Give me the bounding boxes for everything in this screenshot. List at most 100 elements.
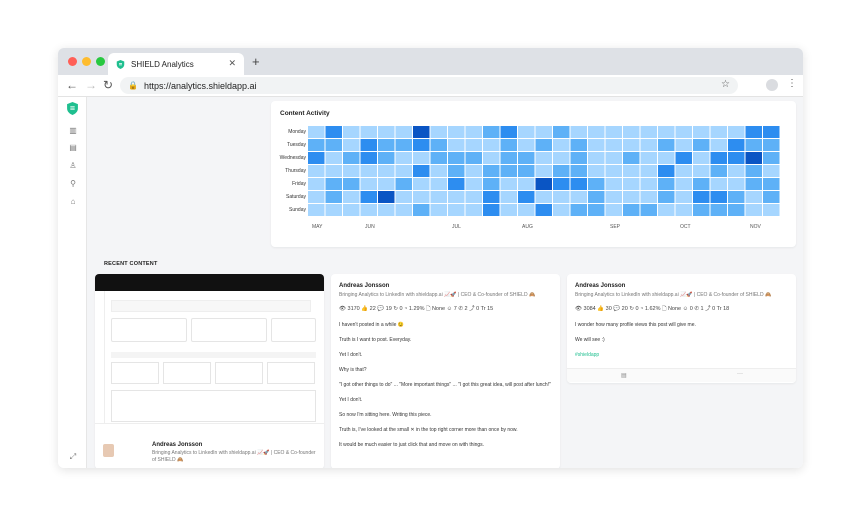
heatmap-cell [763, 178, 780, 191]
heatmap-cell [728, 165, 745, 178]
heatmap-cell [693, 152, 710, 165]
heatmap-cell [483, 191, 500, 204]
more-icon[interactable]: ··· [737, 371, 743, 377]
shield-logo-icon[interactable] [67, 102, 78, 115]
close-tab-icon[interactable]: ✕ [228, 58, 236, 68]
maximize-window-button[interactable] [96, 57, 105, 66]
heatmap-cell [465, 191, 483, 204]
post-card[interactable]: Andreas Jonsson Bringing Analytics to Li… [331, 274, 560, 468]
heatmap-cell [500, 204, 518, 217]
heatmap-cell [308, 126, 325, 139]
forward-icon[interactable]: → [85, 78, 97, 92]
heatmap-cell [430, 165, 448, 178]
heatmap-cell [500, 191, 518, 204]
heatmap-cell [325, 152, 343, 165]
heatmap-cell [728, 126, 745, 139]
post-headline: Bringing Analytics to LinkedIn with shie… [575, 292, 772, 298]
user-icon[interactable]: ♙ [69, 161, 77, 170]
post-line: It would be much easier to just click th… [339, 442, 485, 448]
heatmap-cell [570, 178, 588, 191]
shield-icon [116, 59, 125, 69]
expand-icon[interactable]: ⤢ [69, 452, 77, 461]
details-icon[interactable]: ▤ [621, 373, 627, 379]
heatmap-cell [675, 178, 693, 191]
heatmap-cell [570, 191, 588, 204]
heatmap-cell [343, 178, 360, 191]
user-search-icon[interactable]: ⚲ [70, 179, 76, 188]
heatmap-cell [570, 204, 588, 217]
profile-avatar[interactable] [766, 79, 778, 91]
heatmap-cell [623, 126, 640, 139]
post-stats: 👁 3170 👍 22 💬 19 ↻ 0 ◔ 1.29% 🗋 None ☺ 7 … [339, 306, 494, 312]
table-icon[interactable]: ▤ [69, 143, 77, 152]
day-label-saturday: Saturday [285, 194, 306, 200]
heatmap-cell [360, 139, 378, 152]
heatmap-cell [500, 152, 518, 165]
heatmap-cell [658, 139, 675, 152]
heatmap-cell [518, 165, 535, 178]
heatmap-cell [360, 204, 378, 217]
post-footer: ▤ ··· [567, 368, 796, 382]
minimize-window-button[interactable] [82, 57, 91, 66]
heatmap-cell [675, 165, 693, 178]
heatmap-cell [518, 191, 535, 204]
heatmap-cell [483, 178, 500, 191]
heatmap-cell [395, 191, 413, 204]
heatmap-cell [535, 178, 553, 191]
bank-icon[interactable]: ⌂ [70, 197, 76, 206]
bookmark-star-icon[interactable]: ☆ [721, 79, 730, 90]
back-icon[interactable]: ← [66, 78, 78, 92]
post-author: Andreas Jonsson [339, 283, 390, 289]
heatmap-cell [343, 204, 360, 217]
heatmap-cell [518, 178, 535, 191]
heatmap-cell [605, 191, 623, 204]
day-label-wednesday: Wednesday [279, 155, 306, 161]
address-bar[interactable]: 🔒 https://analytics.shieldapp.ai ☆ [120, 77, 738, 94]
heatmap-cell [483, 165, 500, 178]
heatmap-cell [535, 165, 553, 178]
heatmap-cell [465, 204, 483, 217]
heatmap-cell [745, 191, 763, 204]
heatmap-cell [465, 139, 483, 152]
heatmap-cell [413, 152, 430, 165]
day-label-thursday: Thursday [285, 168, 306, 174]
heatmap-cell [693, 178, 710, 191]
day-label-sunday: Sunday [289, 207, 306, 213]
heatmap-cell [588, 152, 605, 165]
month-label-jun: JUN [365, 224, 375, 230]
heatmap-cell [588, 126, 605, 139]
menu-kebab-icon[interactable]: ⋮ [787, 78, 797, 89]
tab-bar: SHIELD Analytics ✕ + [58, 48, 803, 75]
heatmap-cell [413, 139, 430, 152]
browser-tab[interactable]: SHIELD Analytics ✕ [108, 53, 244, 75]
heatmap-cell [605, 178, 623, 191]
heatmap-cell [640, 126, 658, 139]
heatmap-cell [675, 204, 693, 217]
heatmap-cell [325, 165, 343, 178]
heatmap-cell [535, 191, 553, 204]
post-author: Andreas Jonsson [152, 442, 203, 448]
heatmap-cell [413, 204, 430, 217]
heatmap-cell [553, 178, 570, 191]
post-hashtag[interactable]: #shieldapp [575, 352, 600, 358]
heatmap-cell [483, 139, 500, 152]
heatmap-cell [518, 139, 535, 152]
tab-title: SHIELD Analytics [131, 59, 194, 69]
browser-window: SHIELD Analytics ✕ + ← → ↻ 🔒 https://ana… [58, 48, 803, 468]
post-line: So now I'm sitting here. Writing this pi… [339, 412, 432, 418]
heatmap-cell [553, 191, 570, 204]
bar-chart-icon[interactable]: ▥ [69, 126, 77, 135]
close-window-button[interactable] [68, 57, 77, 66]
heatmap-cell [710, 139, 728, 152]
heatmap-cell [745, 204, 763, 217]
post-card[interactable]: Andreas Jonsson Bringing Analytics to Li… [95, 274, 324, 468]
heatmap-cell [640, 204, 658, 217]
reload-icon[interactable]: ↻ [103, 78, 114, 92]
post-author: Andreas Jonsson [575, 283, 626, 289]
heatmap-cell [763, 204, 780, 217]
heatmap-cell [640, 191, 658, 204]
heatmap-cell [763, 126, 780, 139]
new-tab-icon[interactable]: + [252, 54, 260, 69]
heatmap-cell [483, 204, 500, 217]
post-card[interactable]: Andreas Jonsson Bringing Analytics to Li… [567, 274, 796, 383]
